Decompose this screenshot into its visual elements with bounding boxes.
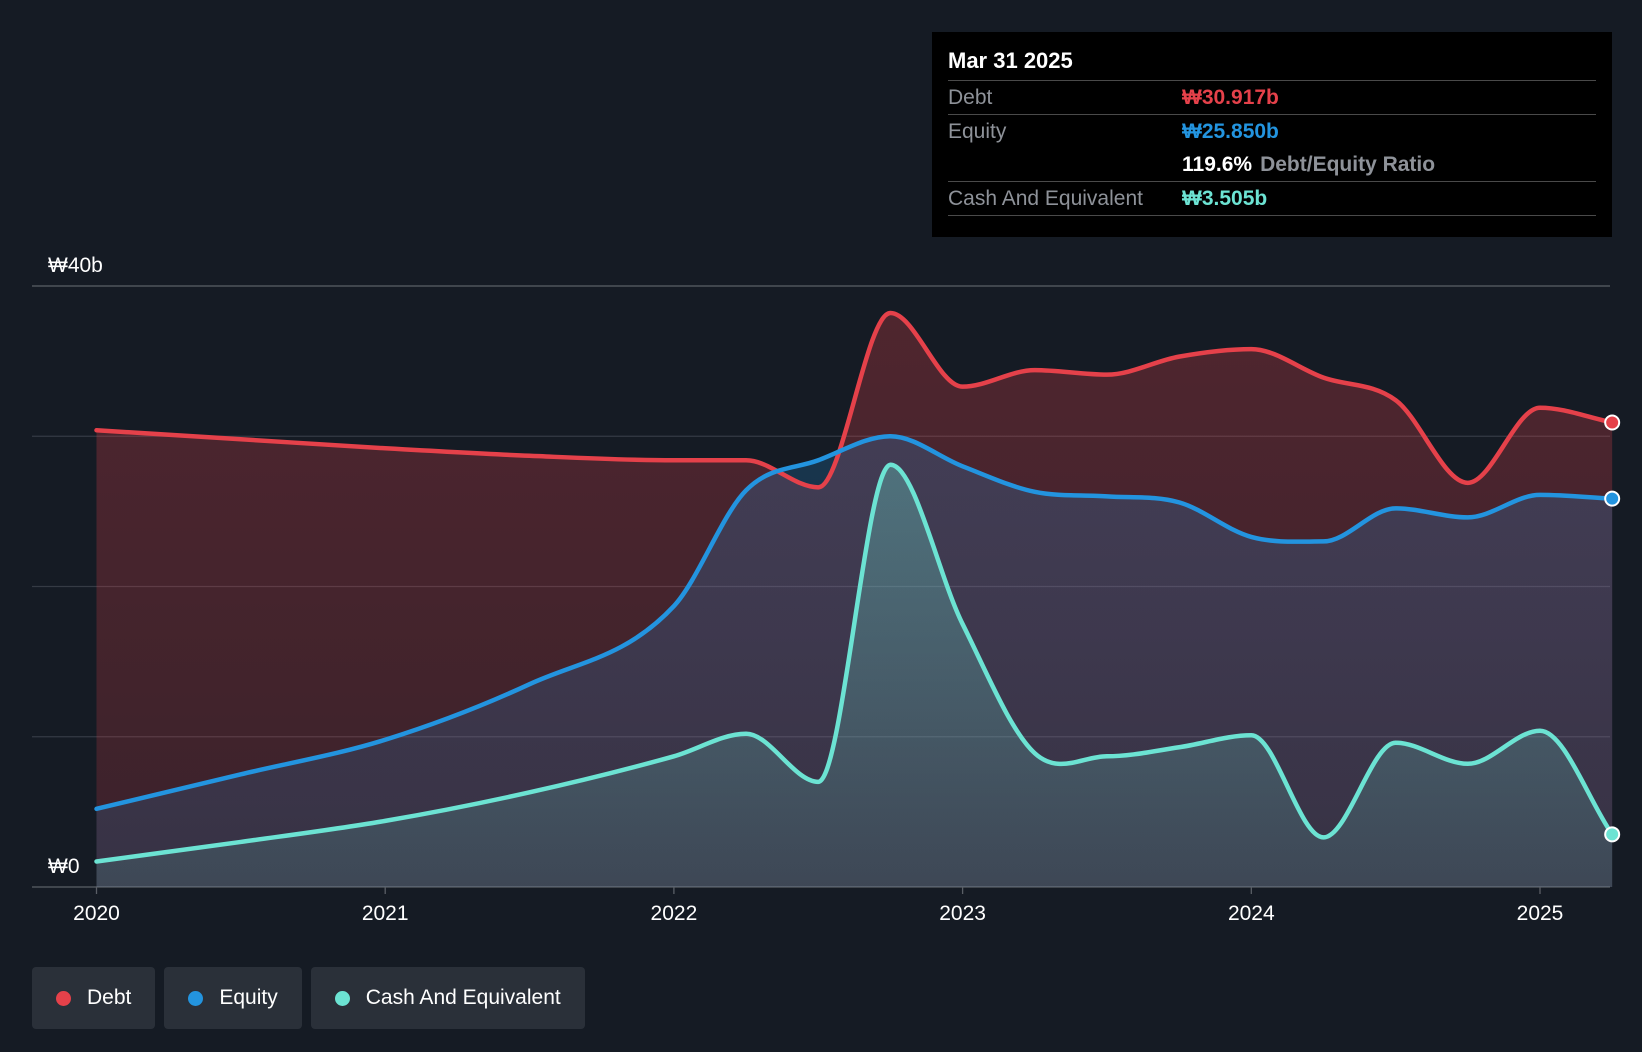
- y-tick-label: ₩40b: [48, 254, 103, 277]
- x-tick-label: 2023: [939, 902, 986, 925]
- tooltip-equity-value: ₩25.850b: [1182, 119, 1279, 143]
- tooltip-ratio-label: Debt/Equity Ratio: [1260, 152, 1436, 176]
- legend-cash-label: Cash And Equivalent: [365, 986, 561, 1009]
- series-areas: [96, 313, 1613, 887]
- debt-dot-icon: [56, 990, 71, 1006]
- legend-debt-label: Debt: [87, 986, 132, 1009]
- debt-end-marker: [1604, 414, 1621, 431]
- legend-item-cash[interactable]: Cash And Equivalent: [310, 967, 585, 1029]
- tooltip-row-ratio: 119.6% Debt/Equity Ratio: [948, 148, 1596, 181]
- x-tick-label: 2020: [73, 902, 120, 925]
- legend-equity-label: Equity: [219, 986, 278, 1009]
- tooltip-panel: Mar 31 2025 Debt ₩30.917b Equity ₩25.850…: [932, 32, 1612, 237]
- tooltip-date: Mar 31 2025: [948, 48, 1073, 73]
- cash-dot-icon: [334, 990, 350, 1006]
- equity-dot-icon: [188, 990, 204, 1006]
- cash-end-marker: [1604, 826, 1621, 843]
- y-tick-label: ₩0: [48, 855, 80, 878]
- end-markers: [1604, 414, 1621, 843]
- axis-labels: ₩40b ₩0 2020 2021 2022 2023 2024 2025: [48, 254, 1563, 925]
- tooltip-ratio-value: 119.6%: [1182, 152, 1253, 176]
- cash-area: [96, 464, 1613, 887]
- equity-line: [94, 434, 1615, 812]
- tooltip-debt-label: Debt: [948, 85, 993, 109]
- x-tick-label: 2024: [1228, 902, 1275, 925]
- tooltip-equity-label: Equity: [948, 119, 1007, 143]
- tooltip-debt-value: ₩30.917b: [1182, 85, 1279, 109]
- tooltip-cash-label: Cash And Equivalent: [948, 186, 1143, 210]
- series-lines: [94, 310, 1615, 864]
- debt-line: [94, 310, 1615, 490]
- legend-item-debt[interactable]: Debt: [32, 967, 156, 1029]
- legend-item-equity[interactable]: Equity: [164, 967, 302, 1029]
- cash-line: [94, 462, 1615, 864]
- equity-end-marker: [1604, 490, 1621, 507]
- tooltip-row-equity: Equity ₩25.850b: [948, 114, 1596, 148]
- x-tick-label: 2025: [1517, 902, 1564, 925]
- tooltip-row-cash: Cash And Equivalent ₩3.505b: [948, 181, 1596, 216]
- x-tick-label: 2021: [362, 902, 409, 925]
- chart-legend: Debt Equity Cash And Equivalent: [32, 967, 585, 1029]
- x-tick-label: 2022: [651, 902, 698, 925]
- tooltip-cash-value: ₩3.505b: [1182, 186, 1268, 210]
- tooltip-row-debt: Debt ₩30.917b: [948, 80, 1596, 114]
